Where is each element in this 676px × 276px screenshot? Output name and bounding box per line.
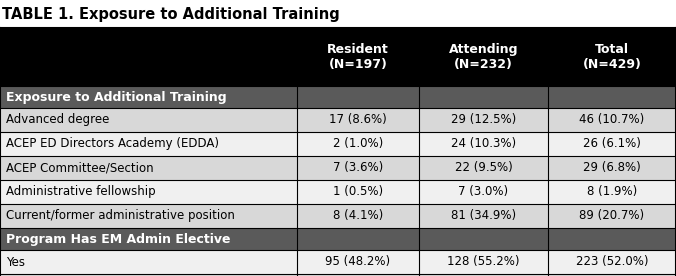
Bar bbox=[548, 274, 676, 276]
Bar bbox=[297, 156, 419, 180]
Bar bbox=[0, 86, 676, 108]
Text: Attending
(N=232): Attending (N=232) bbox=[449, 43, 518, 71]
Bar bbox=[419, 180, 548, 204]
Bar bbox=[0, 274, 297, 276]
Text: 17 (8.6%): 17 (8.6%) bbox=[329, 113, 387, 126]
Text: 128 (55.2%): 128 (55.2%) bbox=[448, 256, 520, 269]
Text: 46 (10.7%): 46 (10.7%) bbox=[579, 113, 645, 126]
Bar bbox=[419, 108, 548, 132]
Text: 29 (12.5%): 29 (12.5%) bbox=[451, 113, 516, 126]
Text: Exposure to Additional Training: Exposure to Additional Training bbox=[6, 91, 226, 104]
Bar bbox=[297, 274, 419, 276]
Text: 223 (52.0%): 223 (52.0%) bbox=[576, 256, 648, 269]
Bar bbox=[548, 132, 676, 156]
Text: Advanced degree: Advanced degree bbox=[6, 113, 110, 126]
Bar bbox=[297, 180, 419, 204]
Text: ACEP ED Directors Academy (EDDA): ACEP ED Directors Academy (EDDA) bbox=[6, 137, 219, 150]
Text: 7 (3.0%): 7 (3.0%) bbox=[458, 185, 508, 198]
Bar bbox=[297, 250, 419, 274]
Bar bbox=[297, 204, 419, 228]
Bar bbox=[419, 204, 548, 228]
Bar bbox=[297, 108, 419, 132]
Bar bbox=[0, 250, 297, 274]
Bar bbox=[419, 250, 548, 274]
Bar bbox=[0, 156, 297, 180]
Bar bbox=[548, 156, 676, 180]
Bar bbox=[0, 204, 297, 228]
Text: 2 (1.0%): 2 (1.0%) bbox=[333, 137, 383, 150]
Text: 81 (34.9%): 81 (34.9%) bbox=[451, 209, 516, 222]
Text: 24 (10.3%): 24 (10.3%) bbox=[451, 137, 516, 150]
Bar bbox=[0, 228, 676, 250]
Text: 26 (6.1%): 26 (6.1%) bbox=[583, 137, 641, 150]
Text: Yes: Yes bbox=[6, 256, 25, 269]
Text: Program Has EM Admin Elective: Program Has EM Admin Elective bbox=[6, 232, 231, 245]
Bar bbox=[297, 28, 419, 86]
Bar bbox=[419, 132, 548, 156]
Bar bbox=[0, 108, 297, 132]
Bar bbox=[548, 250, 676, 274]
Text: Resident
(N=197): Resident (N=197) bbox=[327, 43, 389, 71]
Text: 8 (1.9%): 8 (1.9%) bbox=[587, 185, 637, 198]
Bar bbox=[297, 132, 419, 156]
Text: 95 (48.2%): 95 (48.2%) bbox=[325, 256, 391, 269]
Bar bbox=[548, 180, 676, 204]
Bar bbox=[0, 28, 297, 86]
Bar bbox=[419, 274, 548, 276]
Text: Current/former administrative position: Current/former administrative position bbox=[6, 209, 235, 222]
Bar bbox=[419, 156, 548, 180]
Text: 22 (9.5%): 22 (9.5%) bbox=[455, 161, 512, 174]
Text: ACEP Committee/Section: ACEP Committee/Section bbox=[6, 161, 153, 174]
Bar bbox=[0, 132, 297, 156]
Text: 1 (0.5%): 1 (0.5%) bbox=[333, 185, 383, 198]
Text: 89 (20.7%): 89 (20.7%) bbox=[579, 209, 644, 222]
Text: 29 (6.8%): 29 (6.8%) bbox=[583, 161, 641, 174]
Bar bbox=[548, 28, 676, 86]
Text: 8 (4.1%): 8 (4.1%) bbox=[333, 209, 383, 222]
Text: Total
(N=429): Total (N=429) bbox=[583, 43, 642, 71]
Bar bbox=[419, 28, 548, 86]
Text: 7 (3.6%): 7 (3.6%) bbox=[333, 161, 383, 174]
Text: Administrative fellowship: Administrative fellowship bbox=[6, 185, 155, 198]
Bar bbox=[0, 180, 297, 204]
Text: TABLE 1. Exposure to Additional Training: TABLE 1. Exposure to Additional Training bbox=[2, 7, 340, 22]
Bar bbox=[548, 204, 676, 228]
Bar bbox=[548, 108, 676, 132]
